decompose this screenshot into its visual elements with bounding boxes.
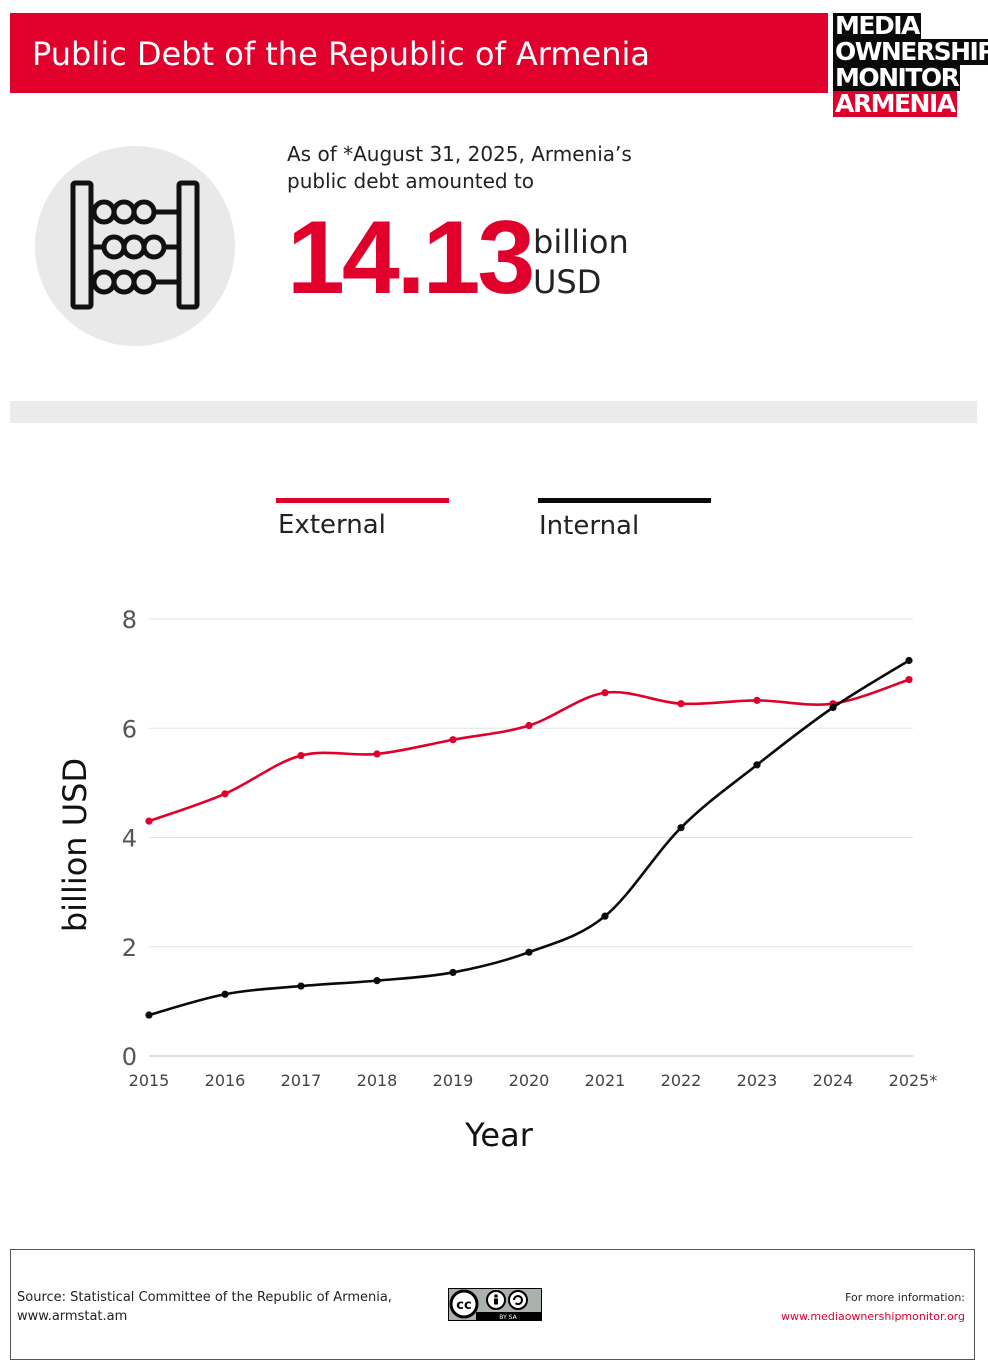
debt-unit: billion USD (533, 222, 629, 302)
source-line-1: Source: Statistical Committee of the Rep… (17, 1290, 392, 1305)
y-tick-label: 4 (122, 825, 137, 853)
page-title: Public Debt of the Republic of Armenia (32, 35, 651, 73)
data-point-internal (297, 982, 305, 990)
x-tick-label: 2024 (813, 1071, 854, 1090)
data-point-external (601, 689, 609, 697)
y-tick-label: 2 (122, 934, 137, 962)
logo-line-monitor: MONITOR (833, 63, 961, 92)
y-tick-label: 0 (122, 1043, 137, 1071)
logo-line-media: MEDIA (833, 11, 921, 40)
x-tick-label: 2020 (509, 1071, 550, 1090)
x-tick-label: 2015 (129, 1071, 170, 1090)
debt-unit-usd: USD (533, 263, 602, 301)
x-tick-label: 2017 (281, 1071, 322, 1090)
legend-swatch-internal (538, 498, 711, 503)
x-tick-label: 2023 (737, 1071, 778, 1090)
more-info-label: For more information: (845, 1291, 965, 1304)
footer: Source: Statistical Committee of the Rep… (10, 1249, 975, 1360)
data-point-internal (449, 968, 457, 977)
cc-by-sa-icon[interactable]: cc BY SA (448, 1288, 542, 1321)
data-point-internal (677, 824, 685, 832)
more-info-link[interactable]: www.mediaownershipmonitor.org (780, 1310, 965, 1323)
summary-intro: As of *August 31, 2025, Armenia’s public… (287, 142, 632, 193)
abacus-icon-badge (35, 146, 235, 346)
source-note: Source: Statistical Committee of the Rep… (17, 1288, 392, 1326)
data-point-external (753, 696, 761, 704)
more-info: For more information: www.mediaownership… (781, 1288, 965, 1326)
legend-label-internal: Internal (539, 511, 640, 541)
series-line-external (148, 678, 910, 823)
x-tick-label: 2021 (585, 1071, 626, 1090)
logo-line-ownership: OWNERSHIP (833, 39, 988, 65)
data-point-external (449, 736, 457, 744)
series-line-internal (148, 659, 910, 1017)
legend-label-external: External (278, 510, 386, 540)
data-point-internal (601, 912, 609, 920)
license-text: BY SA (499, 1314, 517, 1321)
x-tick-label: 2018 (357, 1071, 398, 1090)
title-banner: Public Debt of the Republic of Armenia (10, 13, 828, 93)
data-point-external (373, 750, 381, 758)
svg-text:cc: cc (456, 1298, 471, 1313)
debt-unit-billion: billion (533, 223, 629, 261)
abacus-icon (70, 180, 200, 310)
legend-swatch-external (276, 498, 449, 503)
data-point-internal (373, 977, 381, 985)
data-point-internal (753, 761, 761, 769)
data-point-internal (829, 703, 837, 712)
x-tick-label: 2025* (889, 1071, 938, 1090)
data-point-internal (905, 656, 913, 665)
x-tick-label: 2022 (661, 1071, 702, 1090)
data-point-external (297, 751, 305, 760)
data-point-external (525, 721, 533, 730)
cc-by-sa-badge: cc BY SA (448, 1288, 542, 1321)
data-point-external (905, 676, 913, 684)
data-point-external (677, 700, 685, 708)
data-point-internal (221, 990, 229, 998)
mom-logo[interactable]: MEDIA OWNERSHIP MONITOR ARMENIA (833, 11, 988, 121)
y-axis-title: billion USD (56, 758, 94, 932)
logo-line-armenia: ARMENIA (833, 89, 957, 118)
x-tick-label: 2019 (433, 1071, 474, 1090)
data-point-internal (525, 948, 533, 956)
y-tick-label: 6 (122, 715, 137, 743)
source-line-2[interactable]: www.armstat.am (17, 1309, 128, 1324)
x-axis-title: Year (464, 1116, 534, 1154)
debt-amount: 14.13 (287, 200, 535, 316)
y-tick-label: 8 (122, 606, 137, 634)
debt-line-chart: 0 2 4 6 8 2015 2016 2017 2018 2019 2020 2021 2022 202… (56, 606, 938, 1154)
x-tick-label: 2016 (205, 1071, 246, 1090)
section-divider (10, 401, 977, 423)
data-point-external (221, 790, 229, 798)
data-point-internal (145, 1011, 153, 1019)
data-point-external (145, 817, 153, 825)
